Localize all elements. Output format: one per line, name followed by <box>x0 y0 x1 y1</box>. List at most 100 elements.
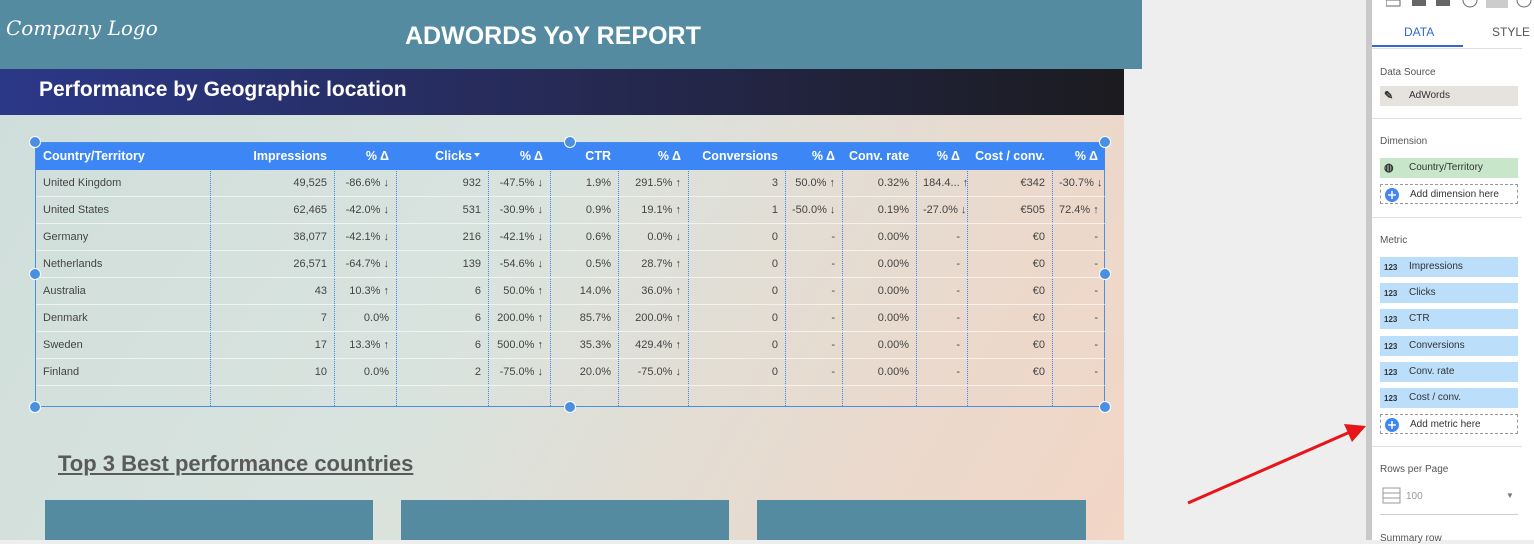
section-title: Performance by Geographic location <box>39 78 407 101</box>
table-cell: 10.3% ↑ <box>334 278 396 305</box>
table-cell: 139 <box>396 251 488 278</box>
column-divider <box>842 143 843 406</box>
table-cell: -64.7% ↓ <box>334 251 396 278</box>
label: Summary row <box>1380 533 1442 544</box>
selection-handle <box>1099 268 1111 280</box>
metric-chip[interactable]: 123 Impressions <box>1380 257 1518 277</box>
selection-handle <box>29 136 41 148</box>
column-header: % Δ <box>1052 143 1105 170</box>
metric-chip[interactable]: 123 Clicks <box>1380 283 1518 304</box>
column-header: % Δ <box>785 143 842 170</box>
table-cell: 0.6% <box>550 224 618 251</box>
data-source-chip[interactable]: ✎ AdWords <box>1380 86 1518 106</box>
arrow-head <box>1344 424 1366 442</box>
tab-style[interactable]: STYLE <box>1492 25 1531 39</box>
table-cell: 0.00% <box>842 305 916 332</box>
dropdown-caret: ▼ <box>1506 491 1514 500</box>
metric-chip[interactable]: 123 CTR <box>1380 309 1518 330</box>
table-cell: 0 <box>688 251 785 278</box>
table-cell: 200.0% ↑ <box>488 305 550 332</box>
add-metric[interactable]: Add metric here <box>1380 414 1518 434</box>
properties-panel: DATA STYLE Data Source ✎ AdWords Dimensio… <box>1372 0 1534 544</box>
icon <box>1386 0 1401 7</box>
separator <box>1372 118 1522 119</box>
chip-text: CTR <box>1409 313 1430 325</box>
table-cell: 0.9% <box>550 197 618 224</box>
table-cell: - <box>785 332 842 359</box>
metric-chip[interactable]: 123 Cost / conv. <box>1380 388 1518 408</box>
column-header: Impressions <box>210 143 334 170</box>
table-cell: 6 <box>396 332 488 359</box>
table-cell: -27.0% ↓ <box>916 197 967 224</box>
table-cell: 0.00% <box>842 332 916 359</box>
table-cell: 20.0% <box>550 359 618 386</box>
metric-chip[interactable]: 123 Conversions <box>1380 335 1518 356</box>
column-divider <box>210 143 211 406</box>
label: Dimension <box>1380 136 1428 147</box>
table-cell: -54.6% ↓ <box>488 251 550 278</box>
plus-icon <box>1385 188 1399 202</box>
column-header: Conv. rate <box>842 143 916 170</box>
table-cell: 6 <box>396 278 488 305</box>
table-cell: - <box>916 278 967 305</box>
table-cell: Denmark <box>36 305 210 332</box>
table-cell: 14.0% <box>550 278 618 305</box>
chip-text: Country/Territory <box>1409 162 1483 173</box>
dimension-chip[interactable]: ◍ Country/Territory <box>1380 158 1518 178</box>
table-cell: 13.3% ↑ <box>334 332 396 359</box>
table-cell: 19.1% ↑ <box>618 197 688 224</box>
selection-handle <box>1099 136 1111 148</box>
table-cell: 72.4% ↑ <box>1052 197 1105 224</box>
red-arrow <box>1187 424 1366 505</box>
column-divider <box>916 143 917 406</box>
table-cell: 1 <box>688 197 785 224</box>
table-cell: €0 <box>967 359 1052 386</box>
column-divider <box>1052 143 1053 406</box>
table-cell: -30.9% ↓ <box>488 197 550 224</box>
table-cell: - <box>916 305 967 332</box>
section-bar <box>0 69 1124 115</box>
table-cell: 200.0% ↑ <box>618 305 688 332</box>
separator <box>1372 446 1522 447</box>
table-cell: Germany <box>36 224 210 251</box>
table-cell: Finland <box>36 359 210 386</box>
column-divider <box>785 143 786 406</box>
rows-value[interactable]: 100 <box>1406 491 1423 502</box>
metric-icon: 123 <box>1384 263 1398 272</box>
table-cell: 43 <box>210 278 334 305</box>
table-cell: 3 <box>688 170 785 197</box>
table-cell: €505 <box>967 197 1052 224</box>
column-header: Country/Territory <box>36 143 210 170</box>
table-cell: 0.0% <box>334 359 396 386</box>
table-cell: 932 <box>396 170 488 197</box>
table-cell: 7 <box>210 305 334 332</box>
tab-data[interactable]: DATA <box>1404 25 1435 39</box>
rows-icon <box>1382 487 1401 504</box>
icon <box>1412 0 1426 6</box>
table-cell: - <box>1052 359 1105 386</box>
column-header: Conversions <box>688 143 785 170</box>
table-cell: 216 <box>396 224 488 251</box>
table-cell: -86.6% ↓ <box>334 170 396 197</box>
selection-handle <box>564 136 576 148</box>
column-header: % Δ <box>618 143 688 170</box>
metric-chip[interactable]: 123 Conv. rate <box>1380 361 1518 382</box>
table-cell: - <box>785 359 842 386</box>
table[interactable]: Country/Territory Impressions% Δ Clicks% Δ… <box>35 142 1105 407</box>
add-dimension[interactable]: Add dimension here <box>1380 184 1518 204</box>
table-cell: 50.0% ↑ <box>488 278 550 305</box>
table-cell: 0.00% <box>842 278 916 305</box>
table-cell: - <box>1052 251 1105 278</box>
chip-text: Cost / conv. <box>1409 392 1462 403</box>
panel-edge <box>1366 0 1372 540</box>
card <box>401 500 729 540</box>
label: Rows per Page <box>1380 464 1449 475</box>
table-cell: €0 <box>967 332 1052 359</box>
column-divider <box>488 143 489 406</box>
chip-text: Add dimension here <box>1410 189 1499 200</box>
table-cell: - <box>1052 305 1105 332</box>
table-cell: 26,571 <box>210 251 334 278</box>
table-cell: 0.00% <box>842 224 916 251</box>
table-cell: 184.4... ↑ <box>916 170 968 197</box>
chip-text: Conversions <box>1409 339 1465 351</box>
